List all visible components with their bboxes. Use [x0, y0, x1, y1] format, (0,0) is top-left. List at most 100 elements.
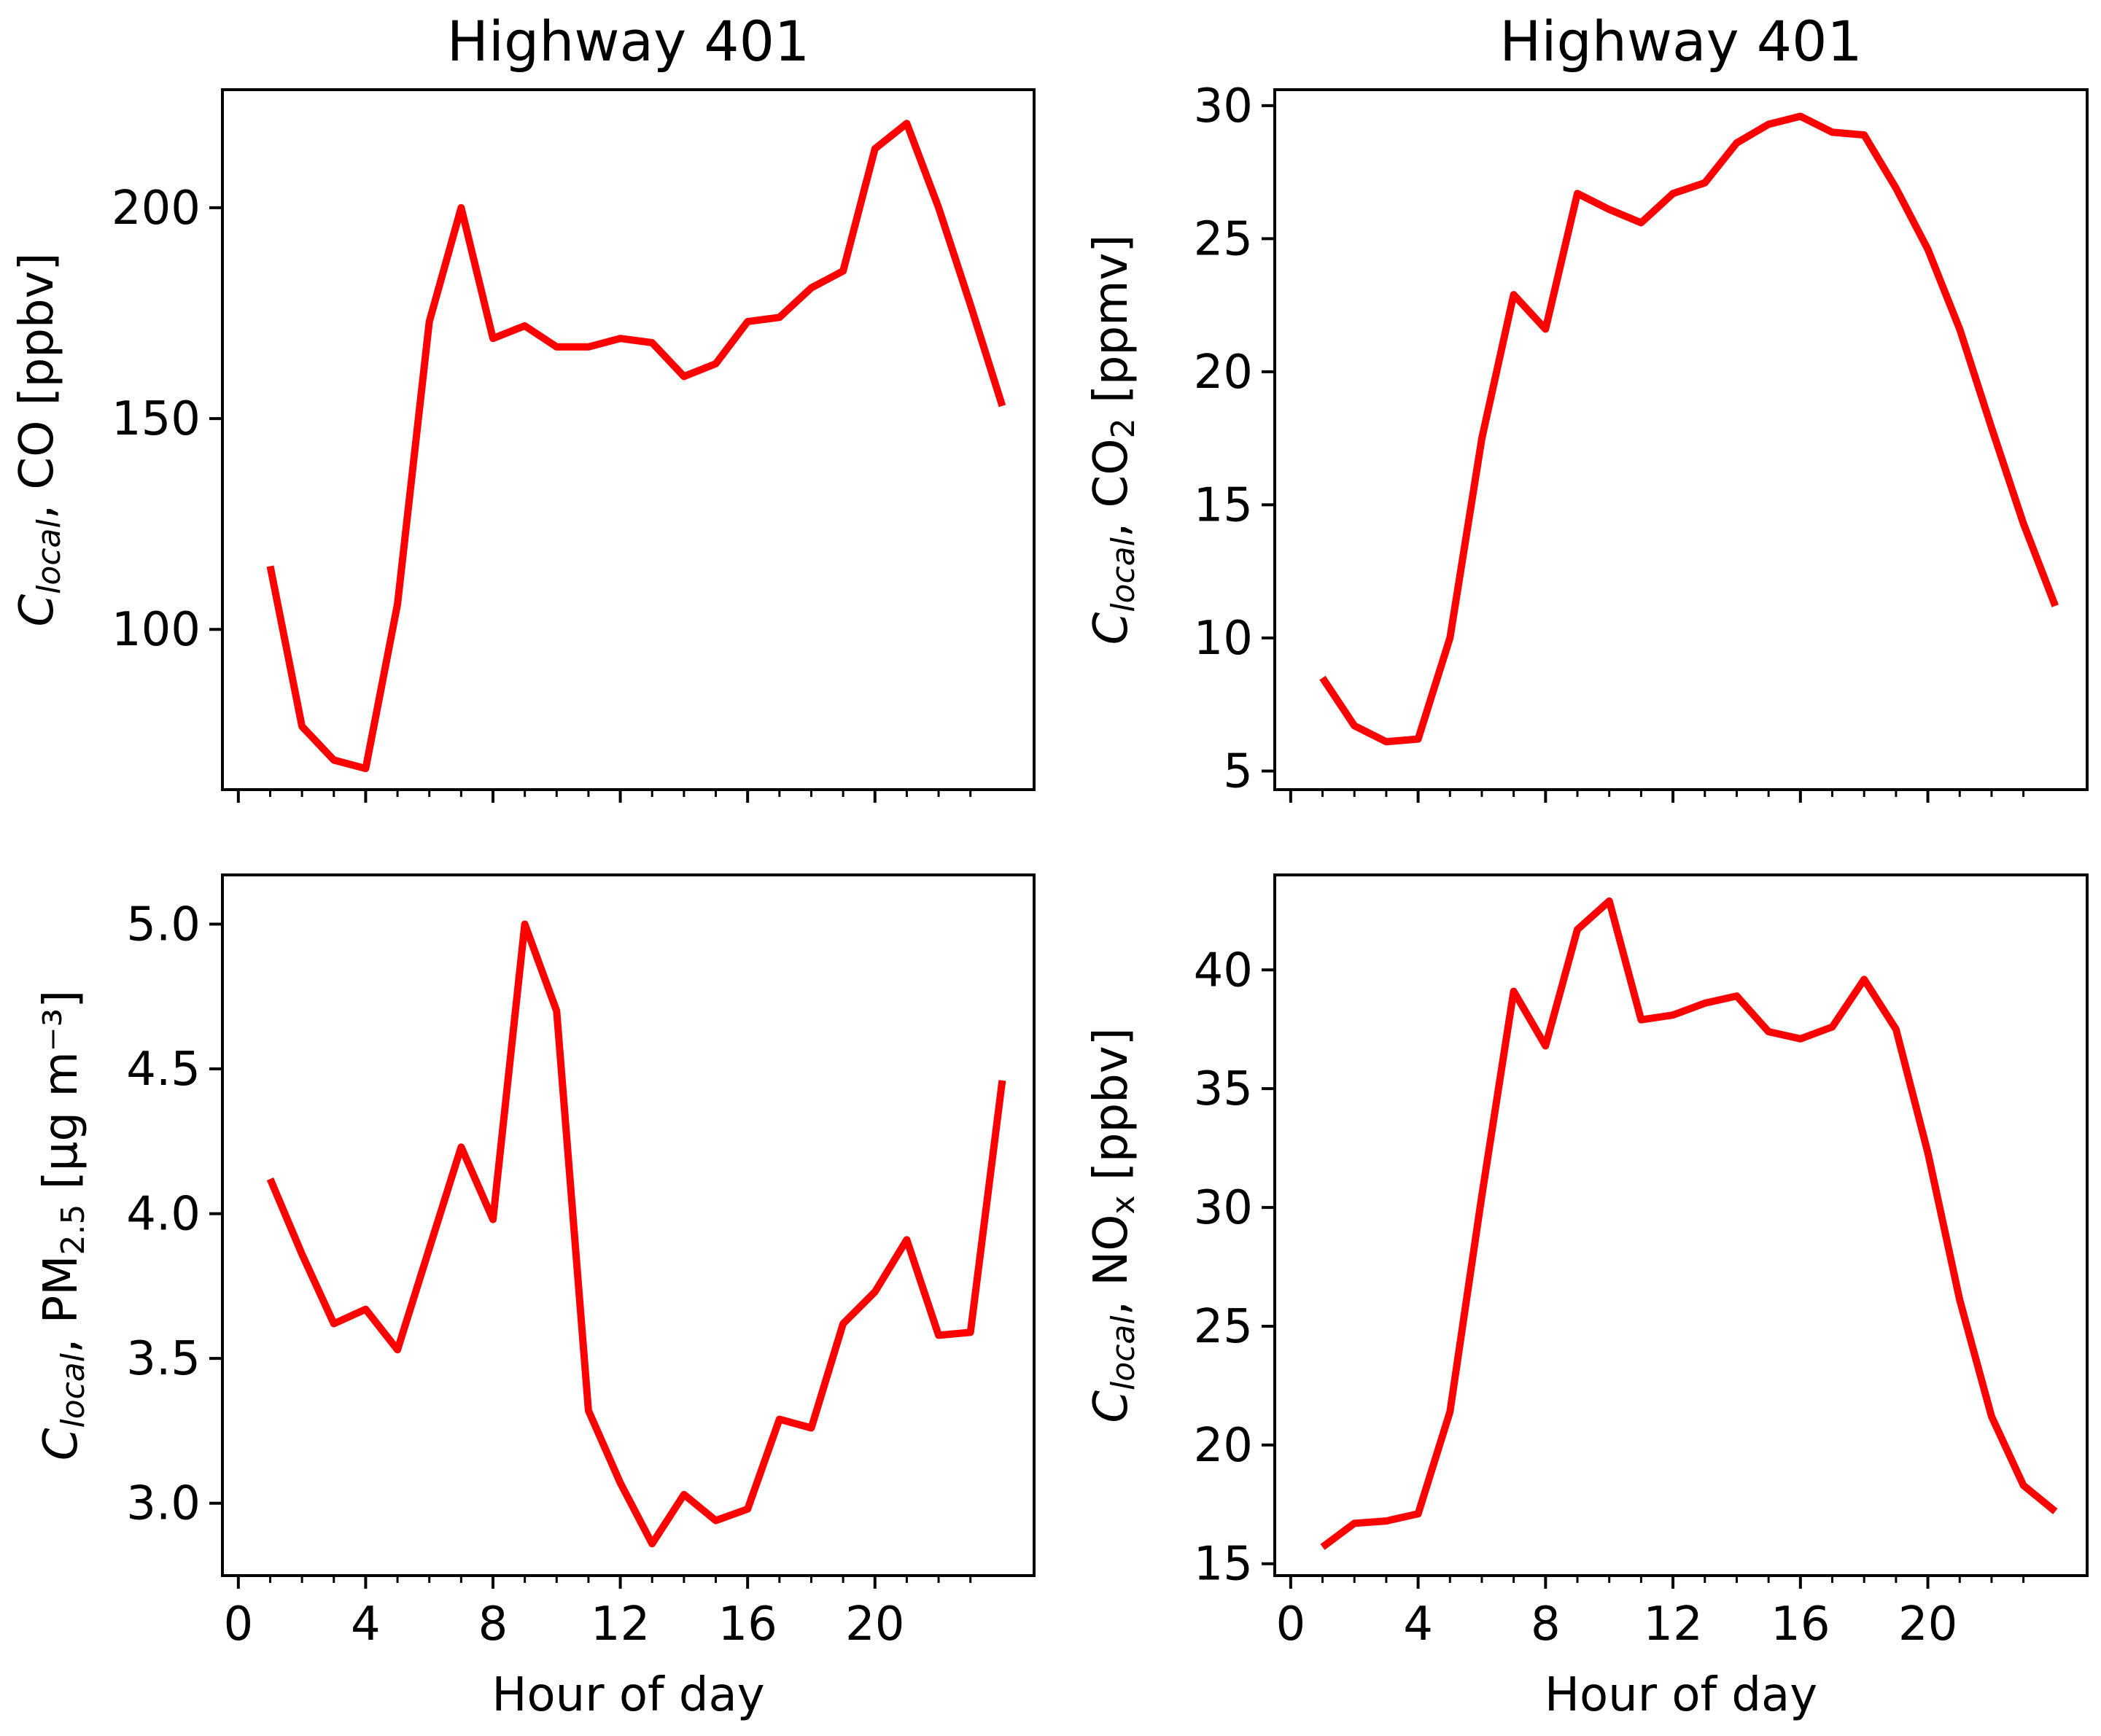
data-point: [1797, 1035, 1804, 1043]
data-point: [1701, 1000, 1709, 1007]
data-point: [712, 1517, 720, 1525]
plot-frame: [221, 873, 1036, 1577]
data-point: [744, 318, 751, 325]
y-axis-label: Clocal, CO2 [ppmv]: [1084, 235, 1142, 645]
chart-panel-2: 5 10 15 20 25 30 Highway 401 Clocal, CO2 [ppmv]: [1084, 9, 2089, 803]
data-point: [712, 360, 720, 367]
chart-panel-3: 0 4 8 12 16 20 3.0 3.5 4.0 4.5 5.0 Hour of day Cloca…: [34, 873, 1036, 1722]
data-point: [1383, 1517, 1390, 1525]
y-tick-label: 25: [1194, 212, 1253, 266]
x-tick-label: 8: [478, 1597, 508, 1651]
data-point: [426, 318, 433, 325]
y-axis-label: Clocal, NOx [ppbv]: [1084, 1027, 1142, 1422]
chart-title: Highway 401: [1499, 9, 1863, 74]
x-axis-label: Hour of day: [1545, 1668, 1817, 1722]
data-point: [1956, 326, 1963, 333]
y-tick-label: 20: [1194, 346, 1253, 400]
data-point: [1988, 1413, 1995, 1420]
x-tick-label: 16: [718, 1597, 777, 1651]
plot-frame: [1273, 88, 2089, 791]
series-line: [1319, 112, 2059, 746]
data-point: [553, 343, 560, 351]
y-tick-label: 15: [1194, 478, 1253, 532]
x-tick-label: 12: [1643, 1597, 1702, 1651]
plot-frame: [221, 88, 1036, 791]
data-point: [1446, 1408, 1453, 1415]
y-tick-label: 100: [112, 603, 201, 657]
data-point: [330, 757, 338, 764]
data-point: [1319, 674, 1327, 682]
data-point: [457, 204, 465, 211]
data-point: [330, 1320, 338, 1328]
data-point: [2020, 520, 2027, 527]
x-tick-label: 12: [591, 1597, 650, 1651]
data-point: [1478, 435, 1486, 442]
data-point: [648, 339, 656, 346]
x-tick-label: 20: [1898, 1597, 1957, 1651]
series-line: [1320, 897, 2058, 1550]
data-point: [871, 145, 879, 152]
data-point: [903, 1236, 910, 1243]
data-point: [1860, 131, 1868, 139]
chart-panel-4: 0 4 8 12 16 20 15 20 25 30 35 40 Hour of day Clocal, …: [1084, 873, 2089, 1722]
y-tick-label: 4.5: [126, 1043, 201, 1097]
data-point: [521, 921, 529, 928]
x-tick-label: 20: [845, 1597, 904, 1651]
data-point: [967, 301, 974, 308]
data-point: [1574, 926, 1581, 933]
data-point: [935, 1331, 942, 1339]
data-point: [1446, 634, 1453, 642]
data-point: [2051, 1508, 2059, 1515]
data-point: [1925, 246, 1932, 253]
x-tick-label: 4: [1403, 1597, 1433, 1651]
data-point: [967, 1328, 974, 1336]
y-tick-label: 200: [112, 182, 201, 236]
data-point: [521, 322, 529, 330]
data-point: [1574, 190, 1581, 197]
data-point: [362, 765, 369, 772]
data-point: [1892, 184, 1900, 192]
data-point: [998, 402, 1006, 410]
data-point: [1637, 219, 1644, 227]
data-point: [1988, 424, 1995, 432]
chart-title: Highway 401: [447, 9, 810, 74]
y-tick-label: 20: [1194, 1419, 1253, 1473]
data-point: [1606, 206, 1613, 213]
data-point: [871, 1288, 879, 1296]
x-tick-label: 0: [1275, 1597, 1305, 1651]
data-point: [617, 335, 624, 342]
x-tick-label: 4: [351, 1597, 381, 1651]
data-point: [1669, 1011, 1677, 1019]
data-point: [489, 1216, 497, 1223]
data-point: [680, 373, 688, 380]
x-tick-label: 8: [1531, 1597, 1561, 1651]
data-point: [1637, 1016, 1644, 1024]
data-point: [1669, 190, 1677, 197]
data-point: [776, 314, 783, 321]
data-point: [1383, 738, 1390, 745]
data-point: [2020, 1482, 2027, 1489]
data-point: [2051, 602, 2059, 610]
y-axis-label: Clocal, CO [ppbv]: [10, 253, 68, 627]
x-axis-label: Hour of day: [492, 1668, 764, 1722]
x-tick-label: 0: [223, 1597, 253, 1651]
y-tick-label: 30: [1194, 1181, 1253, 1235]
data-point: [298, 1250, 306, 1258]
data-point: [1542, 1043, 1549, 1050]
data-point: [744, 1506, 751, 1513]
y-tick-label: 3.0: [126, 1477, 201, 1531]
series-line: [266, 120, 1006, 773]
data-point: [1510, 988, 1518, 995]
data-point: [680, 1491, 688, 1498]
data-point: [426, 1245, 433, 1252]
data-point: [553, 1008, 560, 1015]
plot-frame: [1273, 873, 2089, 1577]
data-point: [1892, 1026, 1900, 1033]
data-point: [585, 1407, 592, 1414]
data-point: [1860, 976, 1868, 983]
data-point: [776, 1416, 783, 1423]
data-point: [1733, 992, 1741, 1000]
data-point: [1733, 139, 1741, 147]
data-point: [1765, 1028, 1772, 1035]
